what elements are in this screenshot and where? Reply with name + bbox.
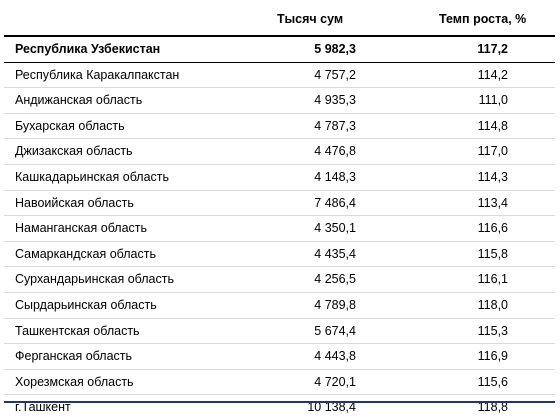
- row-name: Республика Каракалпакстан: [15, 67, 180, 82]
- table-row: Ферганская область 4 443,8 116,9: [4, 344, 555, 370]
- row-rate: 117,2: [477, 42, 508, 56]
- table-row: Сырдарьинская область 4 789,8 118,0: [4, 293, 555, 319]
- row-value: 4 789,8: [314, 297, 356, 312]
- row-name: Джизакская область: [15, 144, 133, 159]
- row-rate: 116,9: [477, 349, 508, 364]
- row-name: Ферганская область: [15, 349, 133, 364]
- row-name: Навоийская область: [15, 195, 134, 210]
- row-rate: 115,8: [477, 246, 508, 261]
- row-value: 5 674,4: [314, 323, 356, 338]
- row-value: 5 982,3: [314, 42, 356, 56]
- row-rate: 115,3: [477, 323, 508, 338]
- table-body: Республика Узбекистан 5 982,3 117,2 Респ…: [4, 37, 555, 420]
- table-row: Кашкадарьинская область 4 148,3 114,3: [4, 165, 555, 191]
- row-value: 4 350,1: [314, 221, 356, 236]
- table-row: Хорезмская область 4 720,1 115,6: [4, 370, 555, 396]
- table-row: Наманганская область 4 350,1 116,6: [4, 216, 555, 242]
- row-value: 4 435,4: [314, 246, 356, 261]
- table-row: Сурхандарьинская область 4 256,5 116,1: [4, 267, 555, 293]
- row-name: Сурхандарьинская область: [15, 272, 174, 287]
- row-value: 4 256,5: [314, 272, 356, 287]
- table-row: Навоийская область 7 486,4 113,4: [4, 191, 555, 217]
- table-row: Бухарская область 4 787,3 114,8: [4, 114, 555, 140]
- table-header: Тысяч сум Темп роста, %: [4, 0, 555, 37]
- row-name: Ташкентская область: [15, 323, 140, 338]
- row-rate: 111,0: [478, 93, 508, 108]
- table-row: Андижанская область 4 935,3 111,0: [4, 88, 555, 114]
- row-name: Самаркандская область: [15, 246, 156, 261]
- row-name: Кашкадарьинская область: [15, 169, 170, 184]
- row-name: Хорезмская область: [15, 374, 134, 389]
- row-rate: 116,6: [477, 221, 508, 236]
- table-bottom-rule: [4, 401, 555, 403]
- row-name: Сырдарьинская область: [15, 297, 157, 312]
- row-rate: 114,2: [477, 67, 508, 82]
- row-value: 7 486,4: [314, 195, 356, 210]
- table-row: Ташкентская область 5 674,4 115,3: [4, 319, 555, 345]
- row-rate: 113,4: [477, 195, 508, 210]
- table-row-summary: Республика Узбекистан 5 982,3 117,2: [4, 37, 555, 63]
- row-rate: 114,8: [477, 118, 508, 133]
- row-name: Бухарская область: [15, 118, 125, 133]
- row-rate: 116,1: [477, 272, 508, 287]
- row-name: Республика Узбекистан: [15, 42, 161, 56]
- regional-table: Тысяч сум Темп роста, % Республика Узбек…: [4, 0, 555, 414]
- row-value: 4 148,3: [314, 169, 356, 184]
- row-rate: 118,0: [477, 297, 508, 312]
- row-value: 4 935,3: [314, 93, 356, 108]
- header-rate: Темп роста, %: [439, 12, 527, 26]
- row-value: 4 757,2: [314, 67, 356, 82]
- table-row: Джизакская область 4 476,8 117,0: [4, 139, 555, 165]
- table-row: Республика Каракалпакстан 4 757,2 114,2: [4, 63, 555, 89]
- header-value: Тысяч сум: [277, 12, 344, 26]
- row-value: 4 443,8: [314, 349, 356, 364]
- table-row: Самаркандская область 4 435,4 115,8: [4, 242, 555, 268]
- row-name: Наманганская область: [15, 221, 148, 236]
- table-row: г.Ташкент 10 138,4 118,8: [4, 395, 555, 420]
- row-value: 4 476,8: [314, 144, 356, 159]
- row-rate: 115,6: [477, 374, 508, 389]
- row-rate: 117,0: [477, 144, 508, 159]
- row-value: 4 720,1: [314, 374, 356, 389]
- row-rate: 114,3: [477, 169, 508, 184]
- row-value: 4 787,3: [314, 118, 356, 133]
- row-name: Андижанская область: [15, 93, 143, 108]
